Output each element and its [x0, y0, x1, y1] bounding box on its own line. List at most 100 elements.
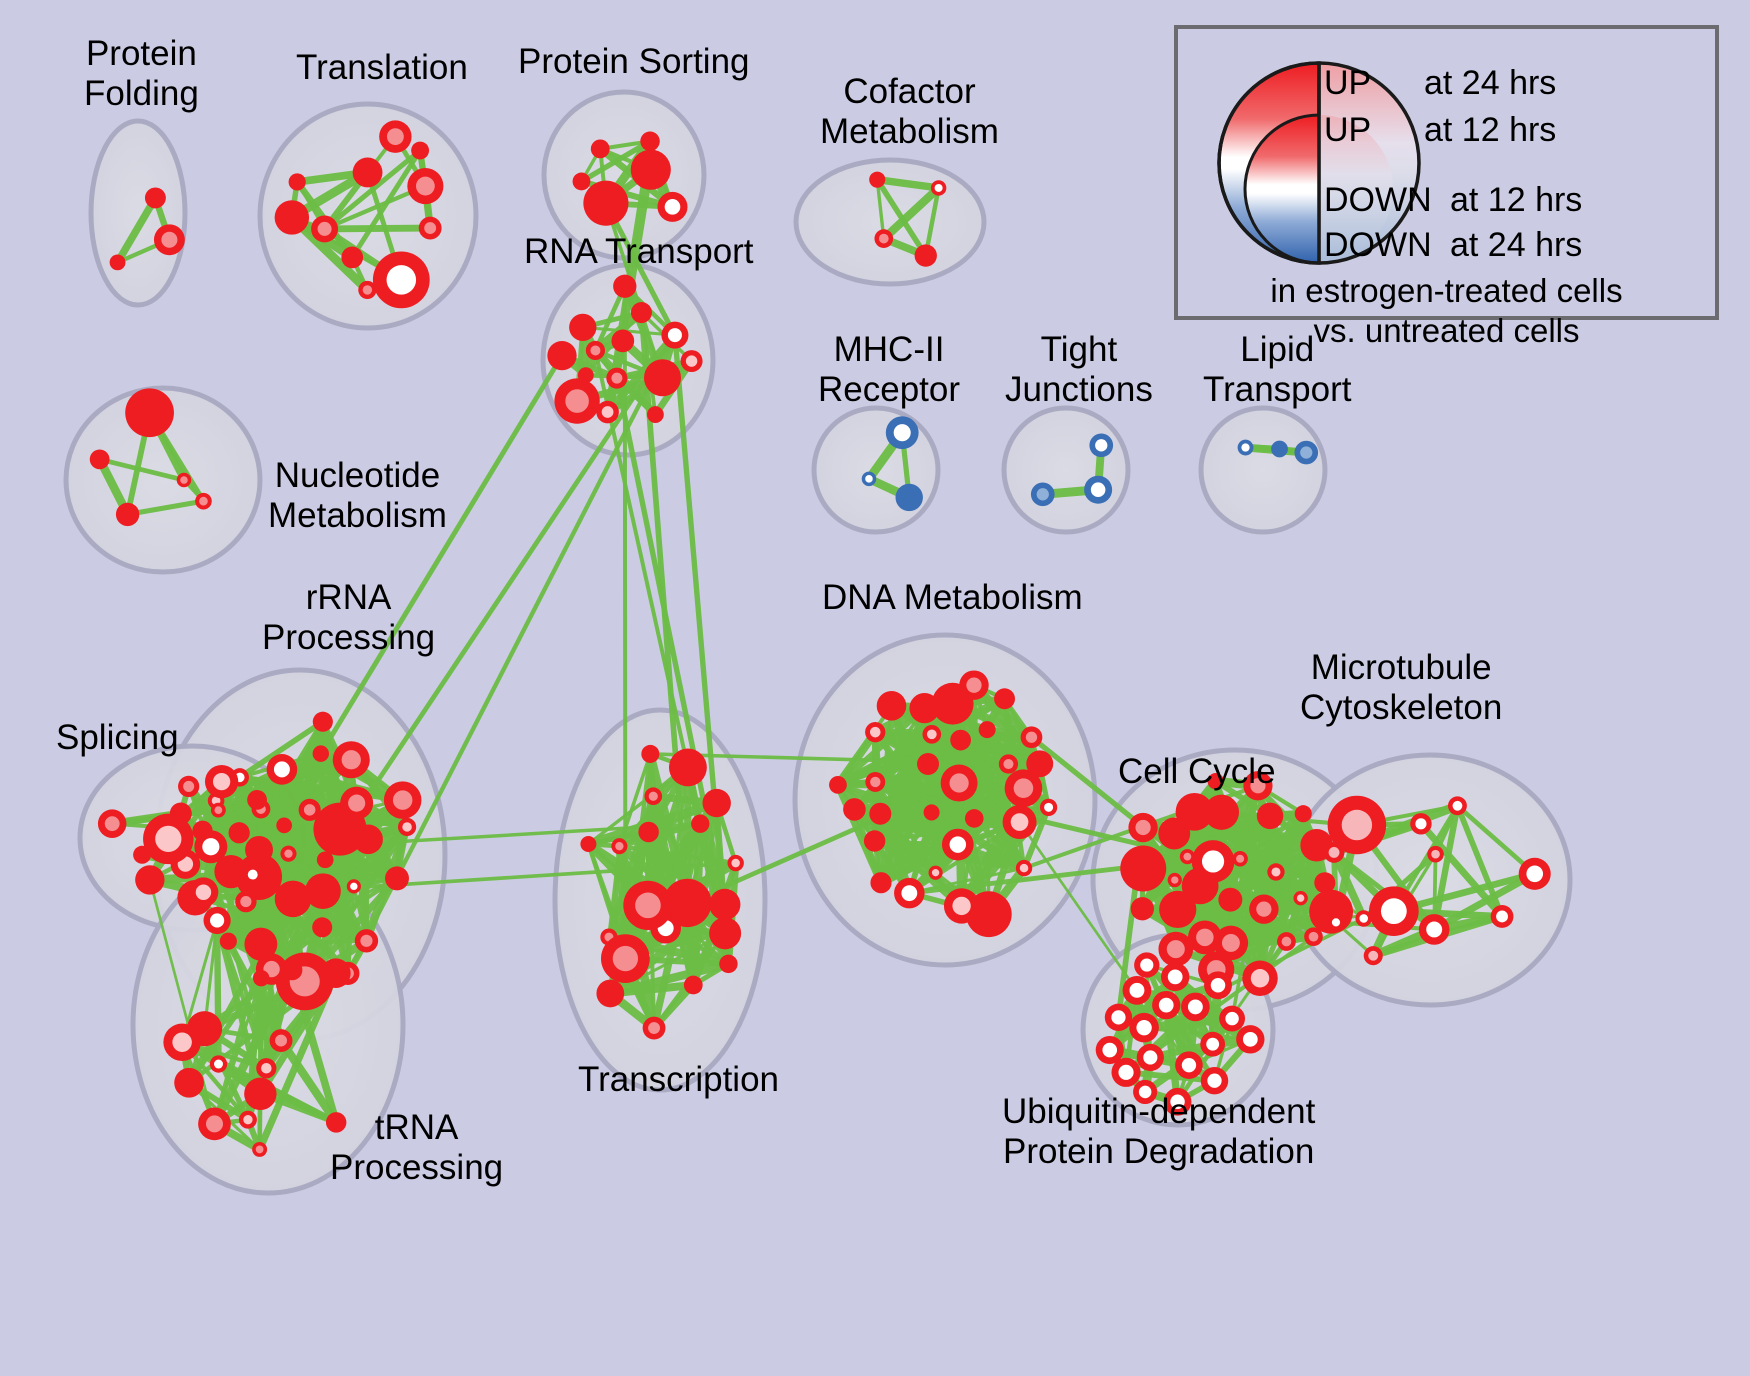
- network-node[interactable]: [109, 254, 126, 271]
- network-node[interactable]: [219, 932, 237, 950]
- network-node[interactable]: [1232, 851, 1248, 867]
- network-node[interactable]: [320, 958, 351, 989]
- network-node[interactable]: [135, 865, 165, 895]
- network-node[interactable]: [1104, 1003, 1133, 1032]
- network-node[interactable]: [203, 906, 231, 935]
- network-node[interactable]: [861, 471, 877, 487]
- network-node[interactable]: [354, 929, 379, 953]
- network-node[interactable]: [372, 251, 430, 309]
- network-node[interactable]: [870, 872, 892, 894]
- network-node[interactable]: [1218, 887, 1243, 912]
- network-node[interactable]: [590, 139, 610, 159]
- network-node[interactable]: [1237, 439, 1254, 456]
- network-node[interactable]: [174, 1067, 204, 1098]
- network-node[interactable]: [1122, 975, 1152, 1005]
- network-node[interactable]: [214, 854, 248, 889]
- network-node[interactable]: [325, 1112, 347, 1133]
- network-node[interactable]: [407, 168, 444, 205]
- network-node[interactable]: [596, 979, 625, 1008]
- network-node[interactable]: [611, 838, 628, 855]
- network-node[interactable]: [1204, 971, 1232, 1000]
- network-node[interactable]: [1167, 872, 1182, 888]
- network-node[interactable]: [210, 802, 226, 818]
- network-node[interactable]: [596, 400, 619, 424]
- network-node[interactable]: [245, 835, 273, 864]
- network-node[interactable]: [611, 329, 635, 353]
- network-node[interactable]: [1249, 894, 1279, 924]
- network-node[interactable]: [379, 120, 412, 153]
- network-node[interactable]: [274, 880, 312, 918]
- network-node[interactable]: [1179, 849, 1195, 865]
- network-node[interactable]: [1518, 857, 1551, 890]
- network-node[interactable]: [383, 781, 422, 819]
- network-node[interactable]: [719, 954, 738, 974]
- network-node[interactable]: [638, 821, 659, 843]
- network-node[interactable]: [238, 1110, 257, 1129]
- network-node[interactable]: [256, 1058, 277, 1079]
- network-node[interactable]: [930, 180, 947, 196]
- network-node[interactable]: [640, 131, 660, 152]
- network-node[interactable]: [978, 721, 996, 739]
- network-node[interactable]: [885, 416, 919, 450]
- network-node[interactable]: [1314, 872, 1336, 894]
- network-node[interactable]: [643, 359, 682, 397]
- network-node[interactable]: [580, 836, 597, 853]
- network-node[interactable]: [1207, 773, 1224, 790]
- network-node[interactable]: [1427, 845, 1444, 863]
- network-node[interactable]: [683, 975, 703, 995]
- network-node[interactable]: [1128, 812, 1158, 843]
- network-node[interactable]: [964, 809, 984, 828]
- network-node[interactable]: [1294, 805, 1312, 823]
- network-node[interactable]: [1490, 905, 1514, 928]
- network-node[interactable]: [876, 691, 907, 721]
- network-node[interactable]: [1089, 433, 1114, 458]
- network-node[interactable]: [252, 1141, 268, 1157]
- network-node[interactable]: [247, 789, 267, 810]
- network-node[interactable]: [178, 775, 200, 798]
- network-node[interactable]: [1134, 952, 1160, 978]
- network-node[interactable]: [244, 1077, 277, 1111]
- network-node[interactable]: [894, 877, 925, 909]
- network-node[interactable]: [644, 787, 663, 806]
- network-node[interactable]: [709, 917, 742, 950]
- network-node[interactable]: [940, 764, 978, 802]
- network-node[interactable]: [1163, 1087, 1192, 1116]
- network-node[interactable]: [691, 814, 710, 833]
- network-node[interactable]: [950, 729, 971, 751]
- network-node[interactable]: [1293, 890, 1308, 906]
- network-node[interactable]: [358, 280, 377, 300]
- network-node[interactable]: [282, 959, 303, 981]
- network-node[interactable]: [316, 851, 334, 869]
- network-node[interactable]: [115, 502, 140, 527]
- network-node[interactable]: [1243, 771, 1273, 801]
- network-node[interactable]: [661, 321, 689, 349]
- network-node[interactable]: [869, 802, 892, 825]
- network-node[interactable]: [1271, 440, 1288, 458]
- network-node[interactable]: [1187, 920, 1222, 955]
- network-node[interactable]: [341, 246, 364, 269]
- network-node[interactable]: [243, 865, 263, 885]
- network-node[interactable]: [198, 1107, 231, 1141]
- network-node[interactable]: [959, 670, 989, 700]
- network-node[interactable]: [346, 879, 361, 894]
- network-node[interactable]: [332, 741, 370, 779]
- network-node[interactable]: [994, 688, 1016, 710]
- network-node[interactable]: [1200, 1066, 1229, 1095]
- network-node[interactable]: [613, 274, 637, 298]
- network-node[interactable]: [630, 149, 671, 190]
- network-node[interactable]: [657, 191, 688, 222]
- network-node[interactable]: [204, 764, 239, 799]
- network-node[interactable]: [1327, 795, 1387, 855]
- network-node[interactable]: [572, 172, 591, 191]
- network-node[interactable]: [663, 878, 712, 928]
- network-node[interactable]: [874, 229, 894, 248]
- network-node[interactable]: [1120, 845, 1167, 892]
- network-node[interactable]: [1039, 798, 1058, 817]
- network-node[interactable]: [312, 745, 330, 762]
- network-node[interactable]: [266, 754, 298, 785]
- network-node[interactable]: [253, 969, 270, 987]
- network-node[interactable]: [352, 157, 383, 188]
- network-node[interactable]: [1191, 840, 1235, 883]
- network-node[interactable]: [125, 388, 174, 438]
- network-node[interactable]: [385, 866, 409, 891]
